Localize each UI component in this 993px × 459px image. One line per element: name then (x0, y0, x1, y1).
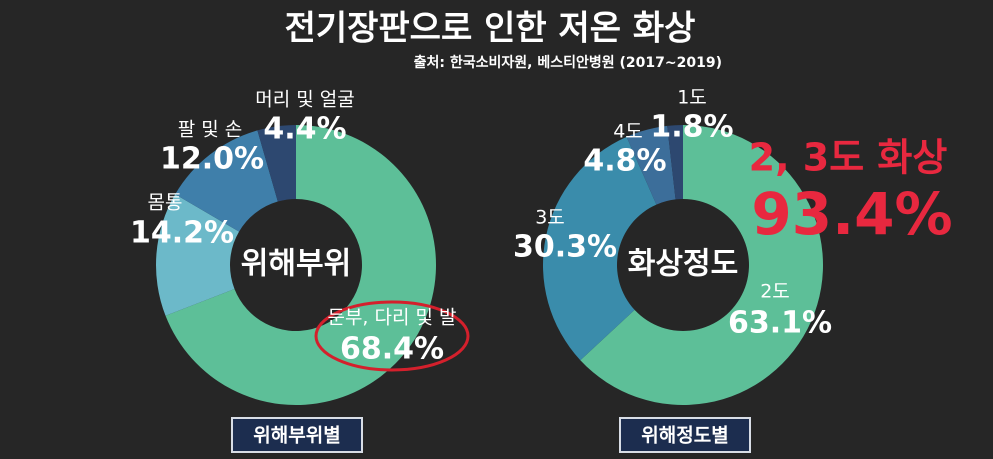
center-label: 화상정도 (628, 247, 738, 282)
caption: 위해정도별 (641, 425, 728, 447)
donut-slice (155, 194, 240, 316)
value-label: 4.8% (583, 144, 666, 179)
category-label: 머리 및 얼굴 (255, 89, 354, 111)
highlight-ellipse (314, 300, 470, 372)
category-label: 1도 (677, 87, 707, 109)
caption-box (619, 417, 751, 453)
donut-slice (175, 130, 278, 232)
center-label: 위해부위 (241, 247, 351, 282)
donut-slice (165, 125, 436, 406)
annotation-text: 2, 3도 화상 (749, 136, 948, 180)
value-label: 30.3% (513, 230, 617, 265)
category-label: 둔부, 다리 및 발 (327, 307, 456, 329)
category-label: 팔 및 손 (178, 119, 243, 141)
donut-slice (542, 136, 657, 361)
caption: 위해부위별 (253, 425, 340, 447)
category-label: 4도 (613, 121, 643, 143)
value-label: 14.2% (130, 216, 234, 251)
donut-slice (667, 125, 683, 200)
category-label: 3도 (535, 207, 565, 229)
value-label: 4.4% (263, 112, 346, 147)
value-label: 12.0% (160, 142, 264, 177)
donut-slice (580, 125, 823, 405)
caption-box (231, 417, 363, 453)
value-label: 1.8% (650, 110, 733, 145)
value-label: 68.4% (340, 332, 444, 367)
source: 출처: 한국소비자원, 베스티안병원 (2017~2019) (414, 54, 722, 71)
category-label: 2도 (760, 281, 790, 303)
donut-slice (626, 125, 676, 205)
value-label: 63.1% (728, 306, 832, 341)
annotation-value: 93.4% (751, 180, 952, 248)
chart-title: 전기장판으로 인한 저온 화상 (285, 9, 696, 49)
donut-slice (257, 125, 296, 202)
category-label: 몸통 (148, 192, 183, 214)
